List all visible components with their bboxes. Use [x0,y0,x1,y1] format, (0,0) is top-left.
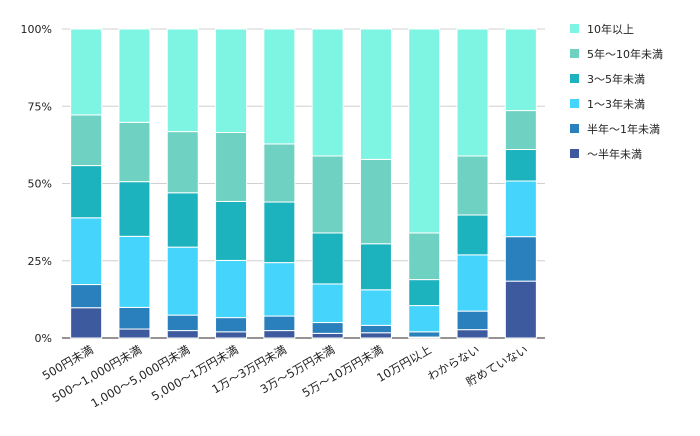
legend-label: ～半年未満 [587,147,642,161]
legend-swatch [570,149,579,158]
bar-segment [70,165,103,219]
bar-segment [408,28,441,234]
bar-segment [215,259,248,319]
bar-segment [215,317,248,333]
bar-segment [70,114,103,167]
bar-segment [504,149,537,182]
bar-segment [311,155,344,234]
bar-segment [311,28,344,157]
bar-segment [311,283,344,324]
bar-segment [311,332,344,339]
bar-segment [166,246,199,316]
legend-swatch [570,124,579,133]
y-tick-label: 25% [28,255,52,268]
bar-segment [166,314,199,332]
legend-label: 5年～10年未満 [587,47,663,61]
bar-segment [215,331,248,339]
y-tick-label: 0% [35,332,52,345]
bar-segment [263,201,296,264]
bar-segment [408,305,441,333]
bar-segment [118,306,151,330]
y-tick-label: 75% [28,100,52,113]
bar-segment [70,307,103,339]
bar-segment [456,329,489,339]
bar-segment [70,217,103,286]
bar-segment [359,28,392,160]
legend-swatch [570,99,579,108]
bar-segment [118,121,151,183]
bar-segment [408,279,441,307]
bar-segment [118,28,151,123]
legend-label: 1～3年未満 [587,97,645,111]
bar-segment [166,28,199,133]
bar-segment [166,330,199,339]
bar-segment [70,284,103,309]
legend-label: 10年以上 [587,22,634,36]
bar-segment [263,262,296,317]
bar-segment [70,28,103,116]
bar-segment [456,254,489,312]
legend-label: 半年～1年未満 [587,122,660,136]
bar-segment [359,332,392,339]
bar-segment [263,315,296,332]
bar-segment [359,158,392,245]
bar-segment [166,131,199,194]
x-tick-label: 5,000～1万円未満 [149,342,241,403]
bar-segment [311,232,344,285]
y-tick-label: 50% [28,178,52,191]
bar-segment [311,322,344,334]
bar-segment [263,330,296,339]
bar-segment [359,324,392,334]
bar-segment [408,331,441,338]
legend-swatch [570,24,579,33]
bar-segment [215,200,248,261]
bar-segment [215,132,248,202]
x-tick-label: 5万～10万円未満 [300,342,386,400]
bar-segment [118,181,151,237]
bar-segment [215,28,248,134]
bar-segment [504,236,537,282]
bar-segment [166,192,199,248]
legend-swatch [570,74,579,83]
legend-label: 3～5年未満 [587,72,645,86]
bar-segment [359,243,392,291]
bar-segment [504,28,537,112]
bar-segment [504,280,537,339]
y-tick-label: 100% [21,23,52,36]
bar-segment [263,28,296,145]
bar-segment [456,155,489,216]
bar-segment [359,289,392,326]
bar-segment [456,310,489,331]
bar-segment [456,28,489,157]
bar-segment [408,232,441,281]
bar-segment [263,143,296,203]
bar-segment [118,235,151,308]
legend-swatch [570,49,579,58]
bar-segment [456,214,489,256]
x-tick-label: 10万円以上 [374,342,434,384]
bar-segment [504,110,537,151]
bar-segment [118,328,151,339]
bar-segment [504,180,537,238]
